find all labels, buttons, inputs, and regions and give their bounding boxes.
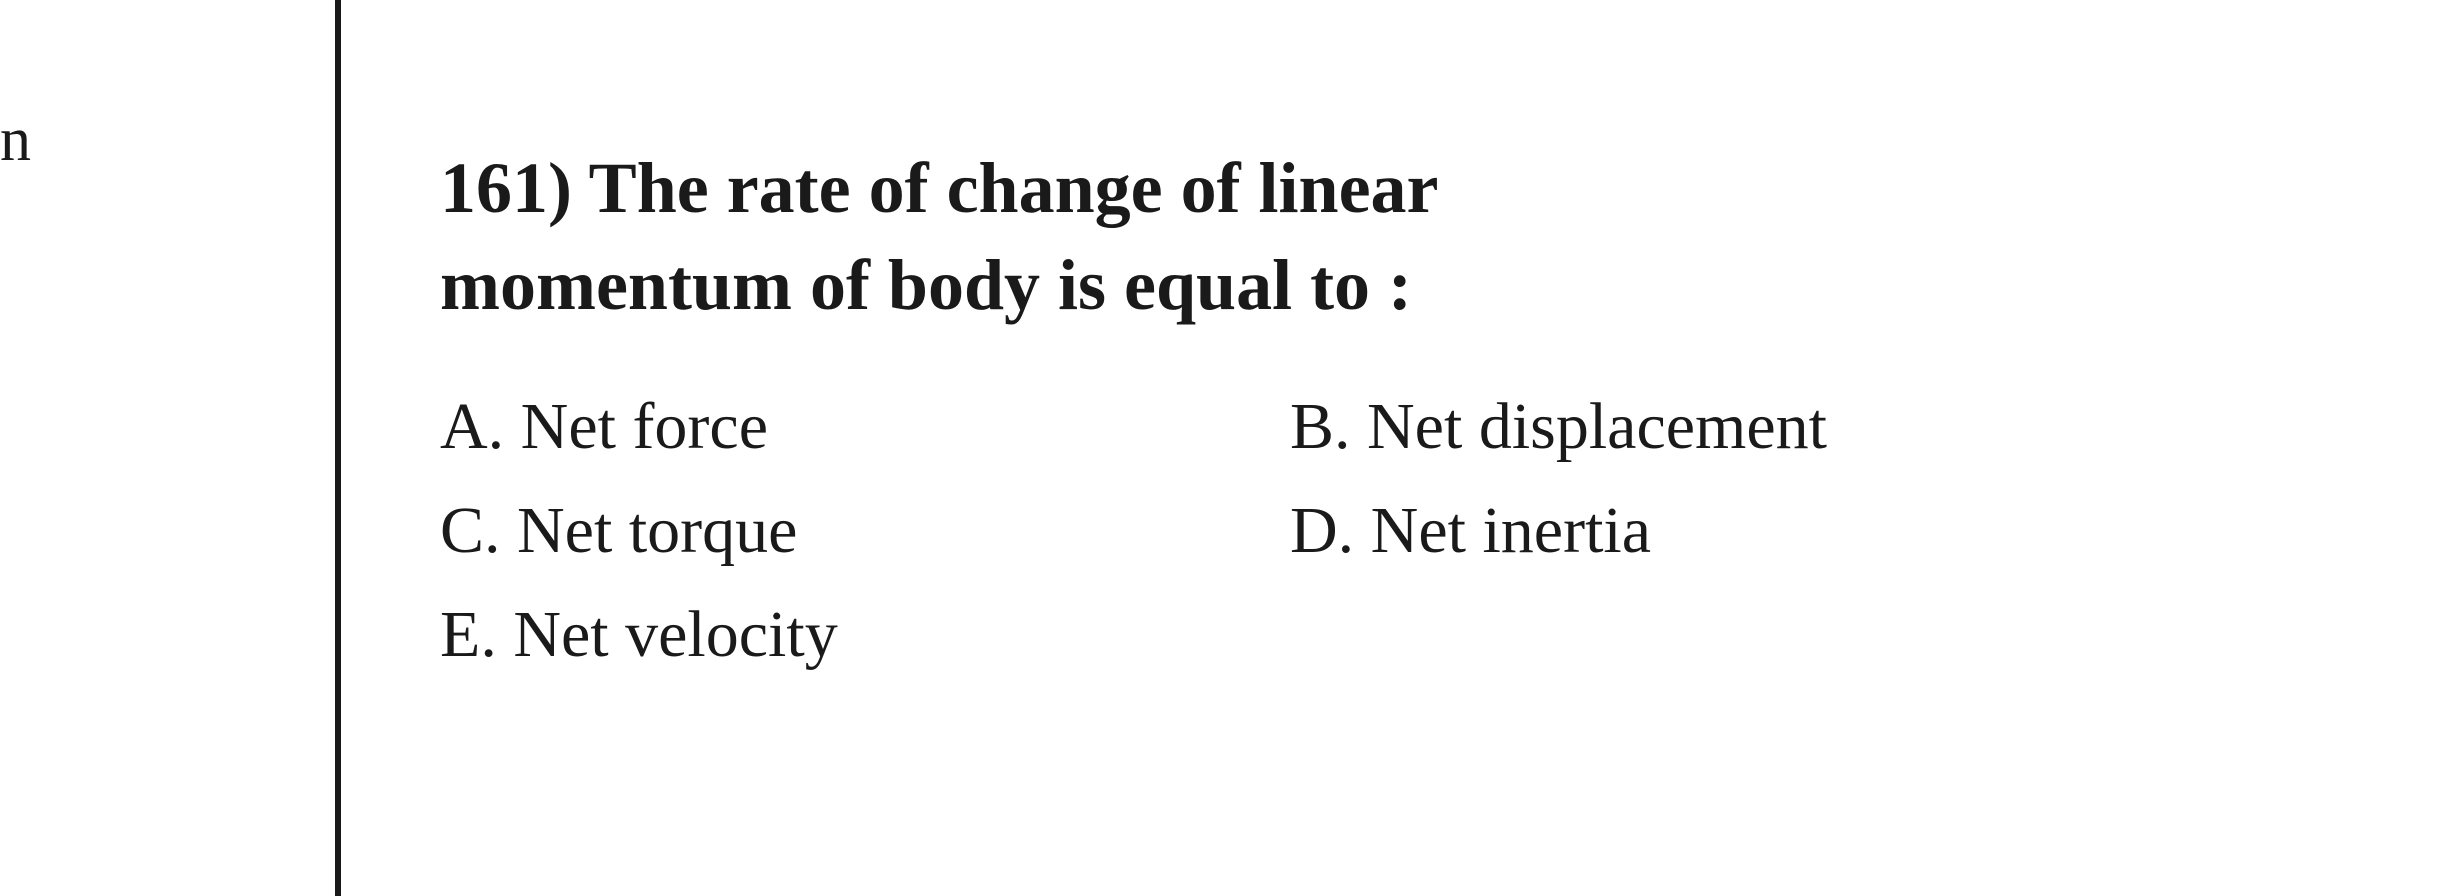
question-text: 161) The rate of change of linear moment… xyxy=(440,140,2390,334)
option-d: D. Net inertia xyxy=(1290,493,2390,569)
option-a: A. Net force xyxy=(440,389,1290,465)
option-e: E. Net velocity xyxy=(440,597,1290,673)
left-text-fragment: n xyxy=(0,105,31,176)
question-block: 161) The rate of change of linear moment… xyxy=(440,140,2390,673)
question-line-2: momentum of body is equal to : xyxy=(440,237,2390,334)
option-b: B. Net displacement xyxy=(1290,389,2390,465)
options-grid: A. Net force B. Net displacement C. Net … xyxy=(440,389,2390,673)
question-line-1: 161) The rate of change of linear xyxy=(440,140,2390,237)
vertical-divider xyxy=(335,0,341,896)
option-c: C. Net torque xyxy=(440,493,1290,569)
